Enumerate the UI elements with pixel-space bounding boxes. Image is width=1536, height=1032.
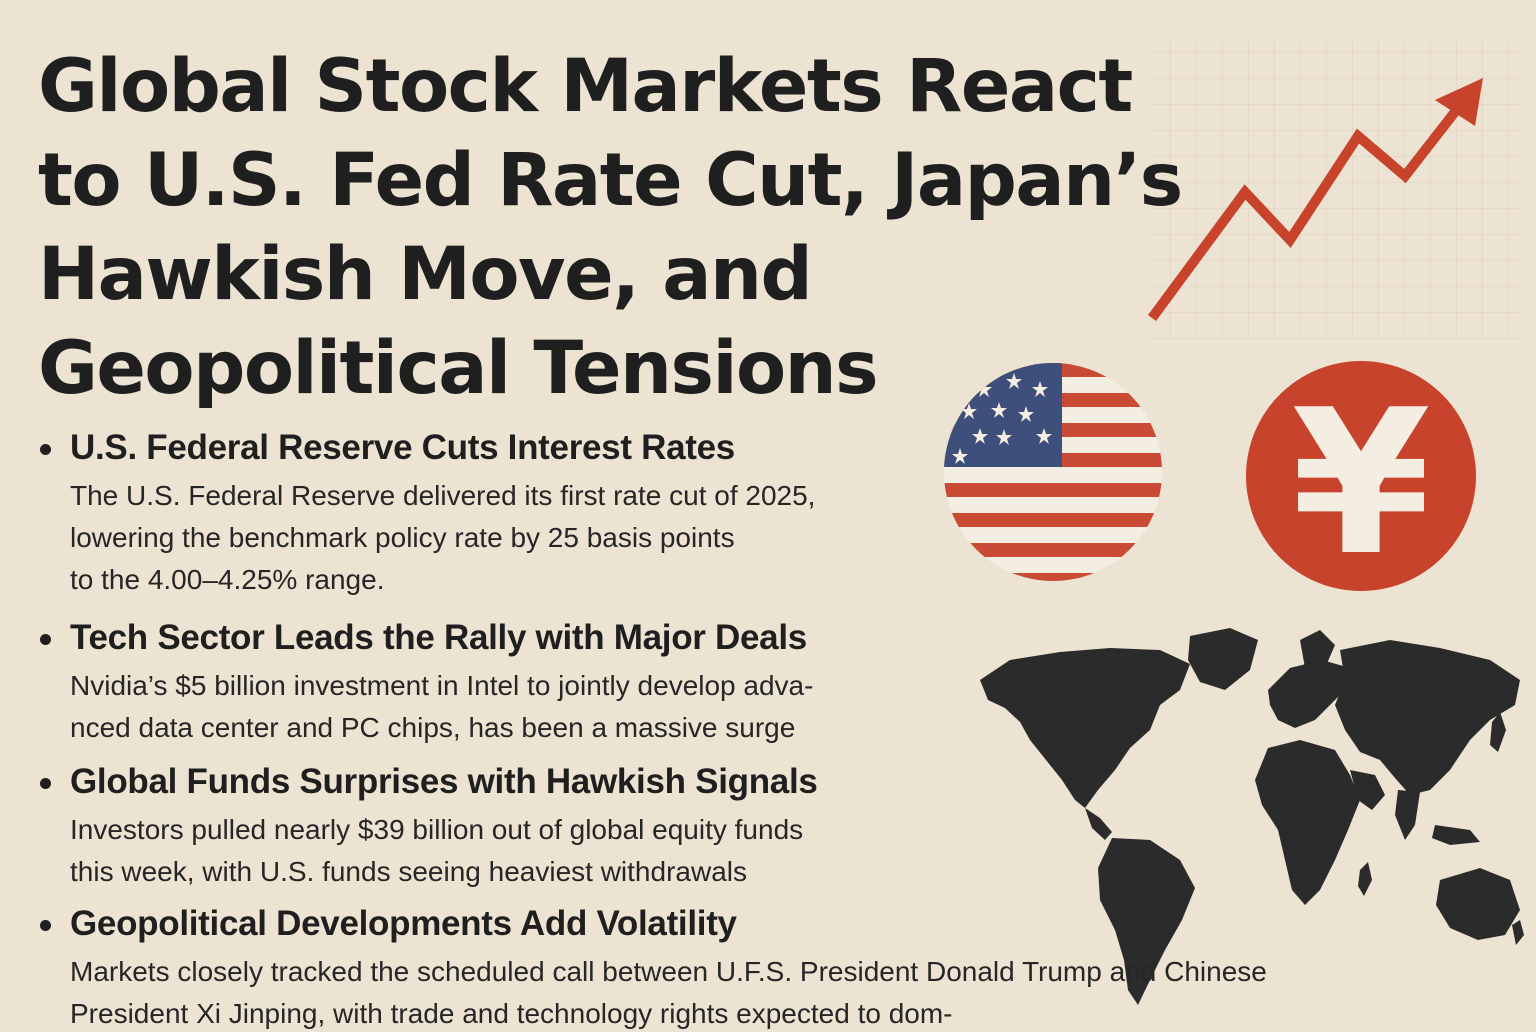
bullet-text: President Xi Jinping, with trade and tec… xyxy=(70,998,953,1029)
trend-up-arrow-icon xyxy=(1147,78,1483,321)
headline-line: Hawkish Move, and xyxy=(38,232,813,317)
bullet-title: Geopolitical Developments Add Volatility xyxy=(70,904,737,943)
yen-symbol: ¥ xyxy=(1291,367,1430,600)
bullet-title: U.S. Federal Reserve Cuts Interest Rates xyxy=(70,428,735,467)
bullet-title: Global Funds Surprises with Hawkish Sign… xyxy=(70,762,818,801)
bullet-dot xyxy=(40,920,51,931)
headline-line: Global Stock Markets React xyxy=(38,44,1133,129)
bullet-title: Tech Sector Leads the Rally with Major D… xyxy=(70,618,807,657)
bullet-text: to the 4.00–4.25% range. xyxy=(70,564,385,595)
headline: Global Stock Markets React to U.S. Fed R… xyxy=(38,40,1183,416)
us-flag-icon xyxy=(944,363,1162,581)
headline-line: Geopolitical Tensions xyxy=(38,326,879,411)
bullet-text: lowering the benchmark policy rate by 25… xyxy=(70,522,735,553)
bullet-text: The U.S. Federal Reserve delivered its f… xyxy=(70,480,816,511)
bullet-text: this week, with U.S. funds seeing heavie… xyxy=(70,856,747,887)
chart-grid xyxy=(1150,40,1520,340)
bullet-text: nced data center and PC chips, has been … xyxy=(70,712,796,743)
yen-coin-icon: ¥ xyxy=(1246,361,1476,600)
bullet-dot xyxy=(40,634,51,645)
bullet-dot xyxy=(40,444,51,455)
world-map-icon xyxy=(980,628,1524,1005)
headline-line: to U.S. Fed Rate Cut, Japan’s xyxy=(38,138,1183,223)
bullet-text: Investors pulled nearly $39 billion out … xyxy=(70,814,804,845)
bullet-dot xyxy=(40,778,51,789)
bullet-text: Markets closely tracked the scheduled ca… xyxy=(70,956,1267,987)
bullet-text: Nvidia’s $5 billion investment in Intel … xyxy=(70,670,814,701)
